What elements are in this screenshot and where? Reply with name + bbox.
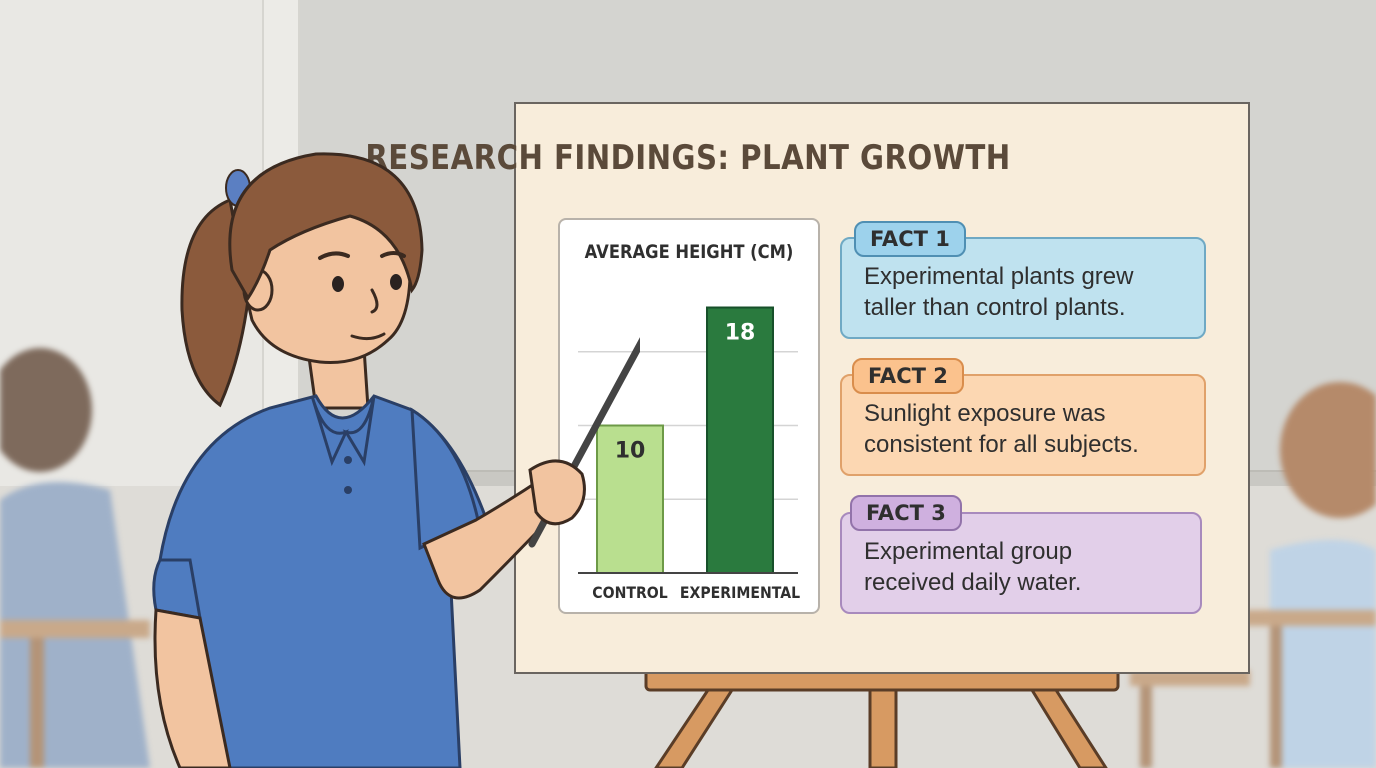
fact-2-line-2: consistent for all subjects. [864,431,1139,458]
fact-3-tag: FACT 3 [850,495,962,531]
fact-2-line-1: Sunlight exposure was [864,400,1106,427]
desk-right-illustration [1130,670,1250,768]
student-right-illustration [1230,382,1376,768]
fact-3-line-1: Experimental group [864,538,1073,565]
presenter-illustration [152,152,640,768]
fact-1-tag: FACT 1 [854,221,966,257]
bar-value-label-experimental: 18 [725,321,756,346]
fact-3-line-2: received daily water. [864,569,1082,596]
bar-control [596,424,664,574]
bar-value-label-control: 10 [615,439,646,464]
bar-experimental [706,306,774,574]
bar-chart: AVERAGE HEIGHT (CM) 10 18 CONTROL EXPERIME… [578,242,801,602]
hand-shape [528,459,586,526]
x-tick-label-control: CONTROL [592,583,668,602]
hair-shape [228,152,424,301]
x-tick-label-experimental: EXPERIMENTAL [680,583,801,602]
poster-title: RESEARCH FINDINGS: PLANT GROWTH [365,138,1011,178]
chart-title: AVERAGE HEIGHT (CM) [585,242,794,263]
fact-card-3: Experimental group received daily water. [840,512,1202,614]
student-left-illustration [0,348,150,768]
shirt-shape [158,394,492,768]
fact-1-line-2: taller than control plants. [864,294,1126,321]
fact-1-line-1: Experimental plants grew [864,263,1134,290]
fact-2-tag: FACT 2 [852,358,964,394]
